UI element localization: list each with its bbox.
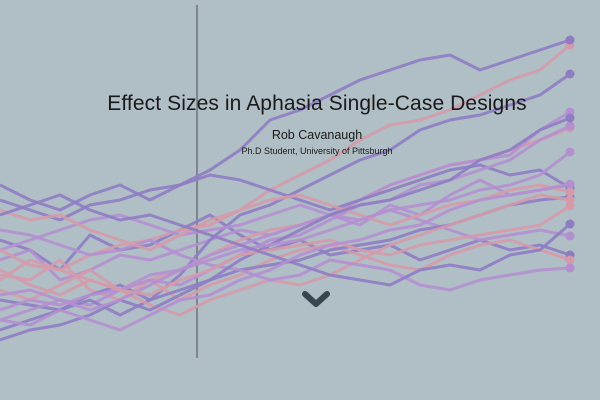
author-affiliation: Ph.D Student, University of Pittsburgh <box>241 146 393 156</box>
background-series-endpoint <box>565 255 575 265</box>
chevron-down-icon <box>302 291 330 307</box>
background-series-endpoint <box>565 113 575 123</box>
background-series-line <box>0 116 571 342</box>
background-series-line <box>0 193 571 287</box>
background-series-line <box>0 163 571 222</box>
background-series-line <box>0 238 571 302</box>
background-series-line <box>0 150 571 312</box>
background-series-endpoint <box>565 201 575 211</box>
background-series-endpoint <box>565 121 575 131</box>
background-series-line <box>0 204 571 297</box>
title-block: Effect Sizes in Aphasia Single-Case Desi… <box>0 92 600 156</box>
background-series-endpoint <box>565 231 575 241</box>
background-series-line <box>0 38 571 212</box>
background-series-endpoint <box>565 69 575 79</box>
page-title: Effect Sizes in Aphasia Single-Case Desi… <box>107 92 527 115</box>
background-series-endpoint <box>565 179 575 189</box>
background-series-endpoint <box>565 187 575 197</box>
background-series-line <box>0 203 571 252</box>
background-series-endpoint <box>565 147 575 157</box>
author-name: Rob Cavanaugh <box>271 128 363 142</box>
background-series-endpoint <box>565 35 575 45</box>
background-series-line <box>0 182 571 332</box>
scroll-down-button[interactable] <box>300 288 332 312</box>
background-series-line <box>0 213 571 272</box>
background-series-endpoint <box>565 219 575 229</box>
background-series-line <box>0 228 571 292</box>
background-series-endpoint <box>565 263 575 273</box>
